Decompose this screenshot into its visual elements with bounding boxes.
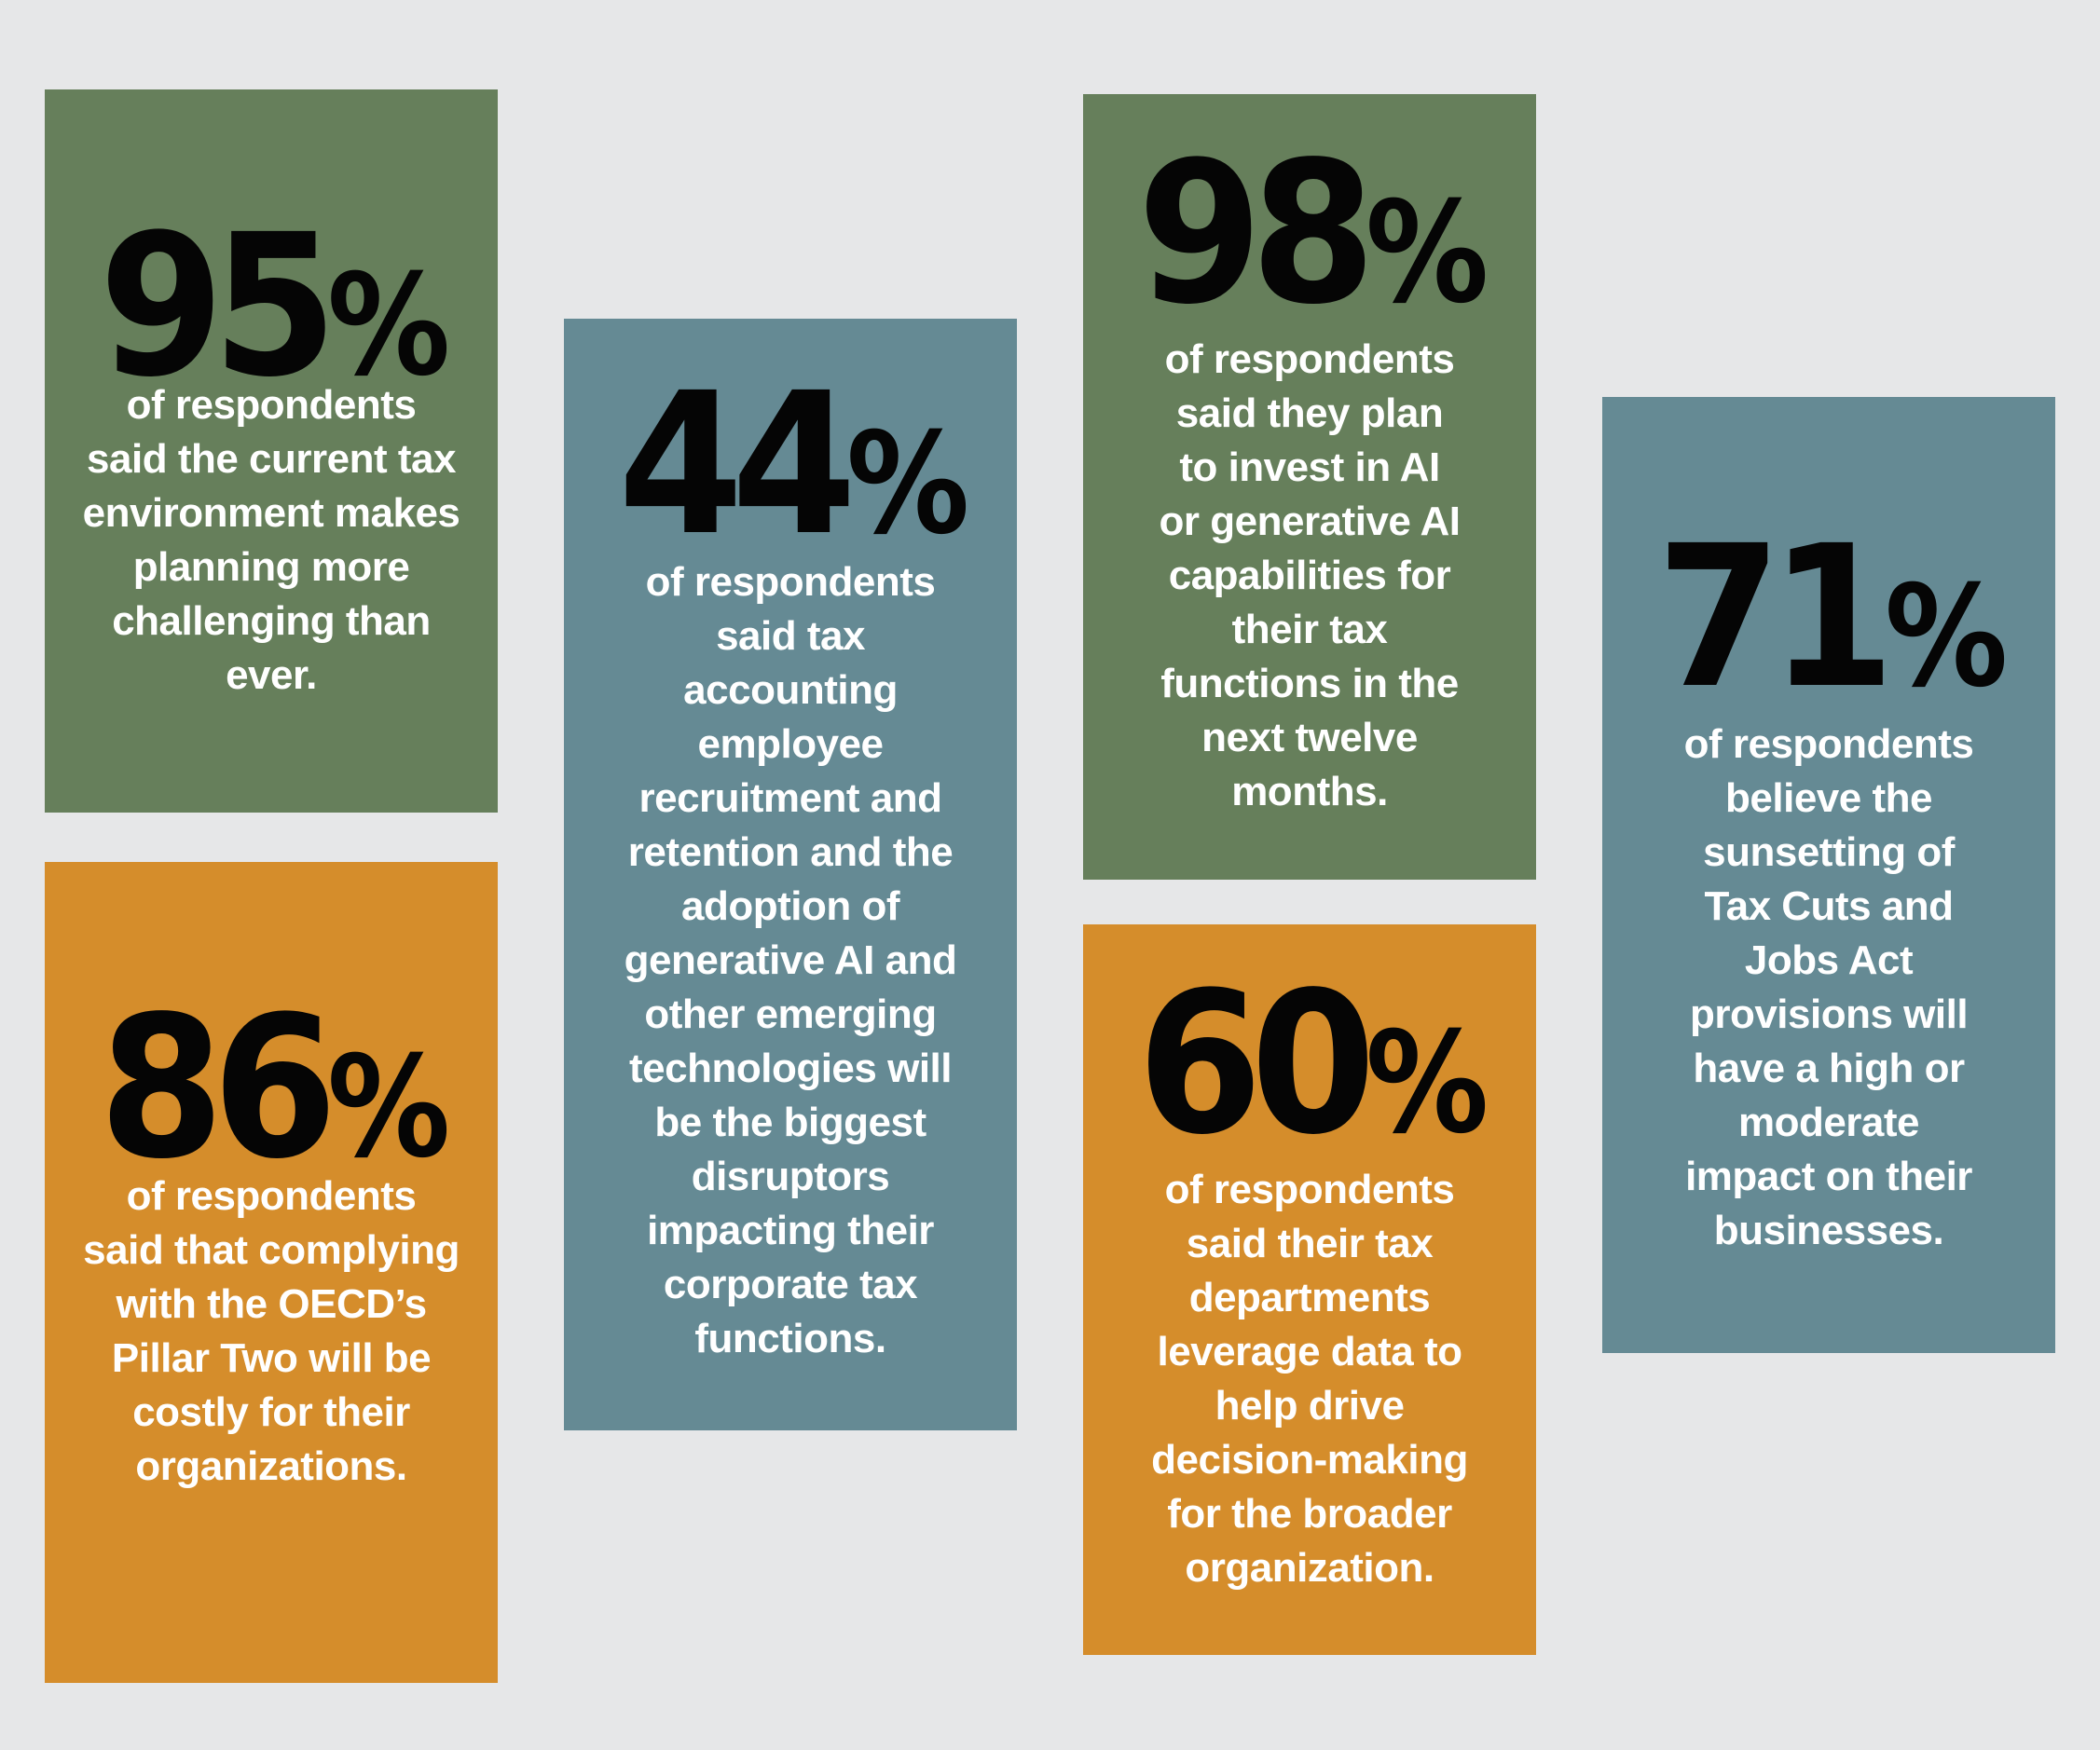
stat-number: 98 — [1136, 119, 1376, 348]
percent-sign: % — [326, 1027, 450, 1189]
stat-description: of respondents said they plan to invest … — [1159, 336, 1461, 814]
stat-description: of respondents believe the sunsetting of… — [1683, 721, 1974, 1253]
percent-sign: % — [1884, 556, 2008, 718]
stat-card-95: 95% of respondents said the current tax … — [45, 89, 498, 813]
stat-number: 86 — [98, 974, 337, 1202]
percent-sign: % — [326, 245, 450, 407]
stat-figure: 60% — [1083, 966, 1536, 1162]
percent-sign: % — [1365, 172, 1489, 335]
stat-figure: 71% — [1602, 520, 2055, 716]
stat-figure: 86% — [45, 991, 498, 1186]
percent-sign: % — [845, 403, 969, 566]
stat-card-44: 44% of respondents said tax accounting e… — [564, 319, 1017, 1430]
stat-description: of respondents said the current tax envi… — [82, 382, 460, 698]
stat-figure: 95% — [45, 209, 498, 404]
percent-sign: % — [1365, 1003, 1489, 1165]
stat-description: of respondents said tax accounting emplo… — [624, 559, 957, 1361]
stat-card-60: 60% of respondents said their tax depart… — [1083, 924, 1536, 1655]
stat-figure: 44% — [564, 367, 1017, 563]
stat-number: 44 — [617, 350, 857, 579]
stat-description: of respondents said their tax department… — [1151, 1167, 1468, 1591]
stat-number: 95 — [98, 192, 337, 420]
stat-figure: 98% — [1083, 136, 1536, 332]
stat-card-98: 98% of respondents said they plan to inv… — [1083, 94, 1536, 880]
stat-card-71: 71% of respondents believe the sunsettin… — [1602, 397, 2055, 1353]
stat-number: 60 — [1136, 950, 1376, 1178]
stat-card-86: 86% of respondents said that complying w… — [45, 862, 498, 1683]
stat-number: 71 — [1655, 503, 1895, 731]
stat-description: of respondents said that complying with … — [83, 1173, 460, 1489]
